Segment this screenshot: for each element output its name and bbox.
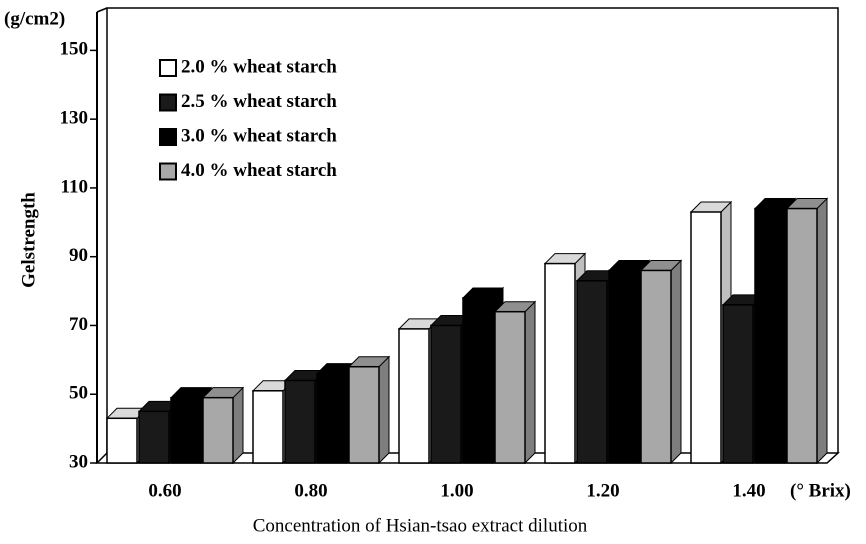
x-tick-label: 0.60: [148, 480, 181, 501]
bar: [202, 396, 234, 464]
y-tick-label: 130: [60, 108, 89, 129]
x-tick-label: 1.00: [440, 480, 473, 501]
bar: [252, 390, 284, 464]
bar: [170, 396, 202, 464]
bar: [462, 297, 494, 464]
y-axis-title: Gelstrength: [18, 192, 39, 288]
back-wall: [106, 7, 839, 453]
legend-label: 4.0 % wheat starch: [181, 160, 337, 181]
y-tick-label: 110: [61, 176, 88, 197]
bar: [576, 280, 608, 464]
legend-swatch: [159, 59, 177, 77]
x-tick-label: 1.20: [586, 480, 619, 501]
y-tick-label: 90: [69, 245, 88, 266]
bar-side: [378, 355, 390, 465]
bar: [430, 324, 462, 464]
axis-corner: [96, 7, 108, 13]
bar: [640, 269, 672, 464]
x-tick-label: 0.80: [294, 480, 327, 501]
bar-side: [816, 197, 828, 465]
y-unit: (g/cm2): [4, 8, 65, 29]
bar: [544, 262, 576, 464]
bar: [494, 310, 526, 464]
bar: [284, 379, 316, 464]
bar: [316, 372, 348, 464]
legend-label: 2.5 % wheat starch: [181, 91, 337, 112]
bar: [690, 211, 722, 464]
x-unit: (° Brix): [790, 480, 851, 501]
legend-label: 3.0 % wheat starch: [181, 125, 337, 146]
bar-side: [524, 300, 536, 465]
bar: [348, 365, 380, 464]
y-tick-label: 50: [69, 383, 88, 404]
y-tick-label: 150: [60, 39, 89, 60]
bar-side: [232, 386, 244, 465]
x-axis-title: Concentration of Hsian-tsao extract dilu…: [253, 515, 588, 536]
bar: [786, 207, 818, 464]
bar: [138, 410, 170, 464]
bar: [722, 304, 754, 464]
y-tick-label: 30: [69, 451, 88, 472]
x-tick-label: 1.40: [732, 480, 765, 501]
bar: [398, 328, 430, 464]
bar-side: [670, 259, 682, 465]
y-tick-label: 70: [69, 314, 88, 335]
bar: [106, 417, 138, 464]
legend-swatch: [159, 162, 177, 181]
legend-label: 2.0 % wheat starch: [181, 56, 337, 77]
bar: [754, 207, 786, 464]
legend-swatch: [159, 128, 177, 146]
legend-swatch: [159, 93, 177, 112]
bar: [608, 269, 640, 464]
